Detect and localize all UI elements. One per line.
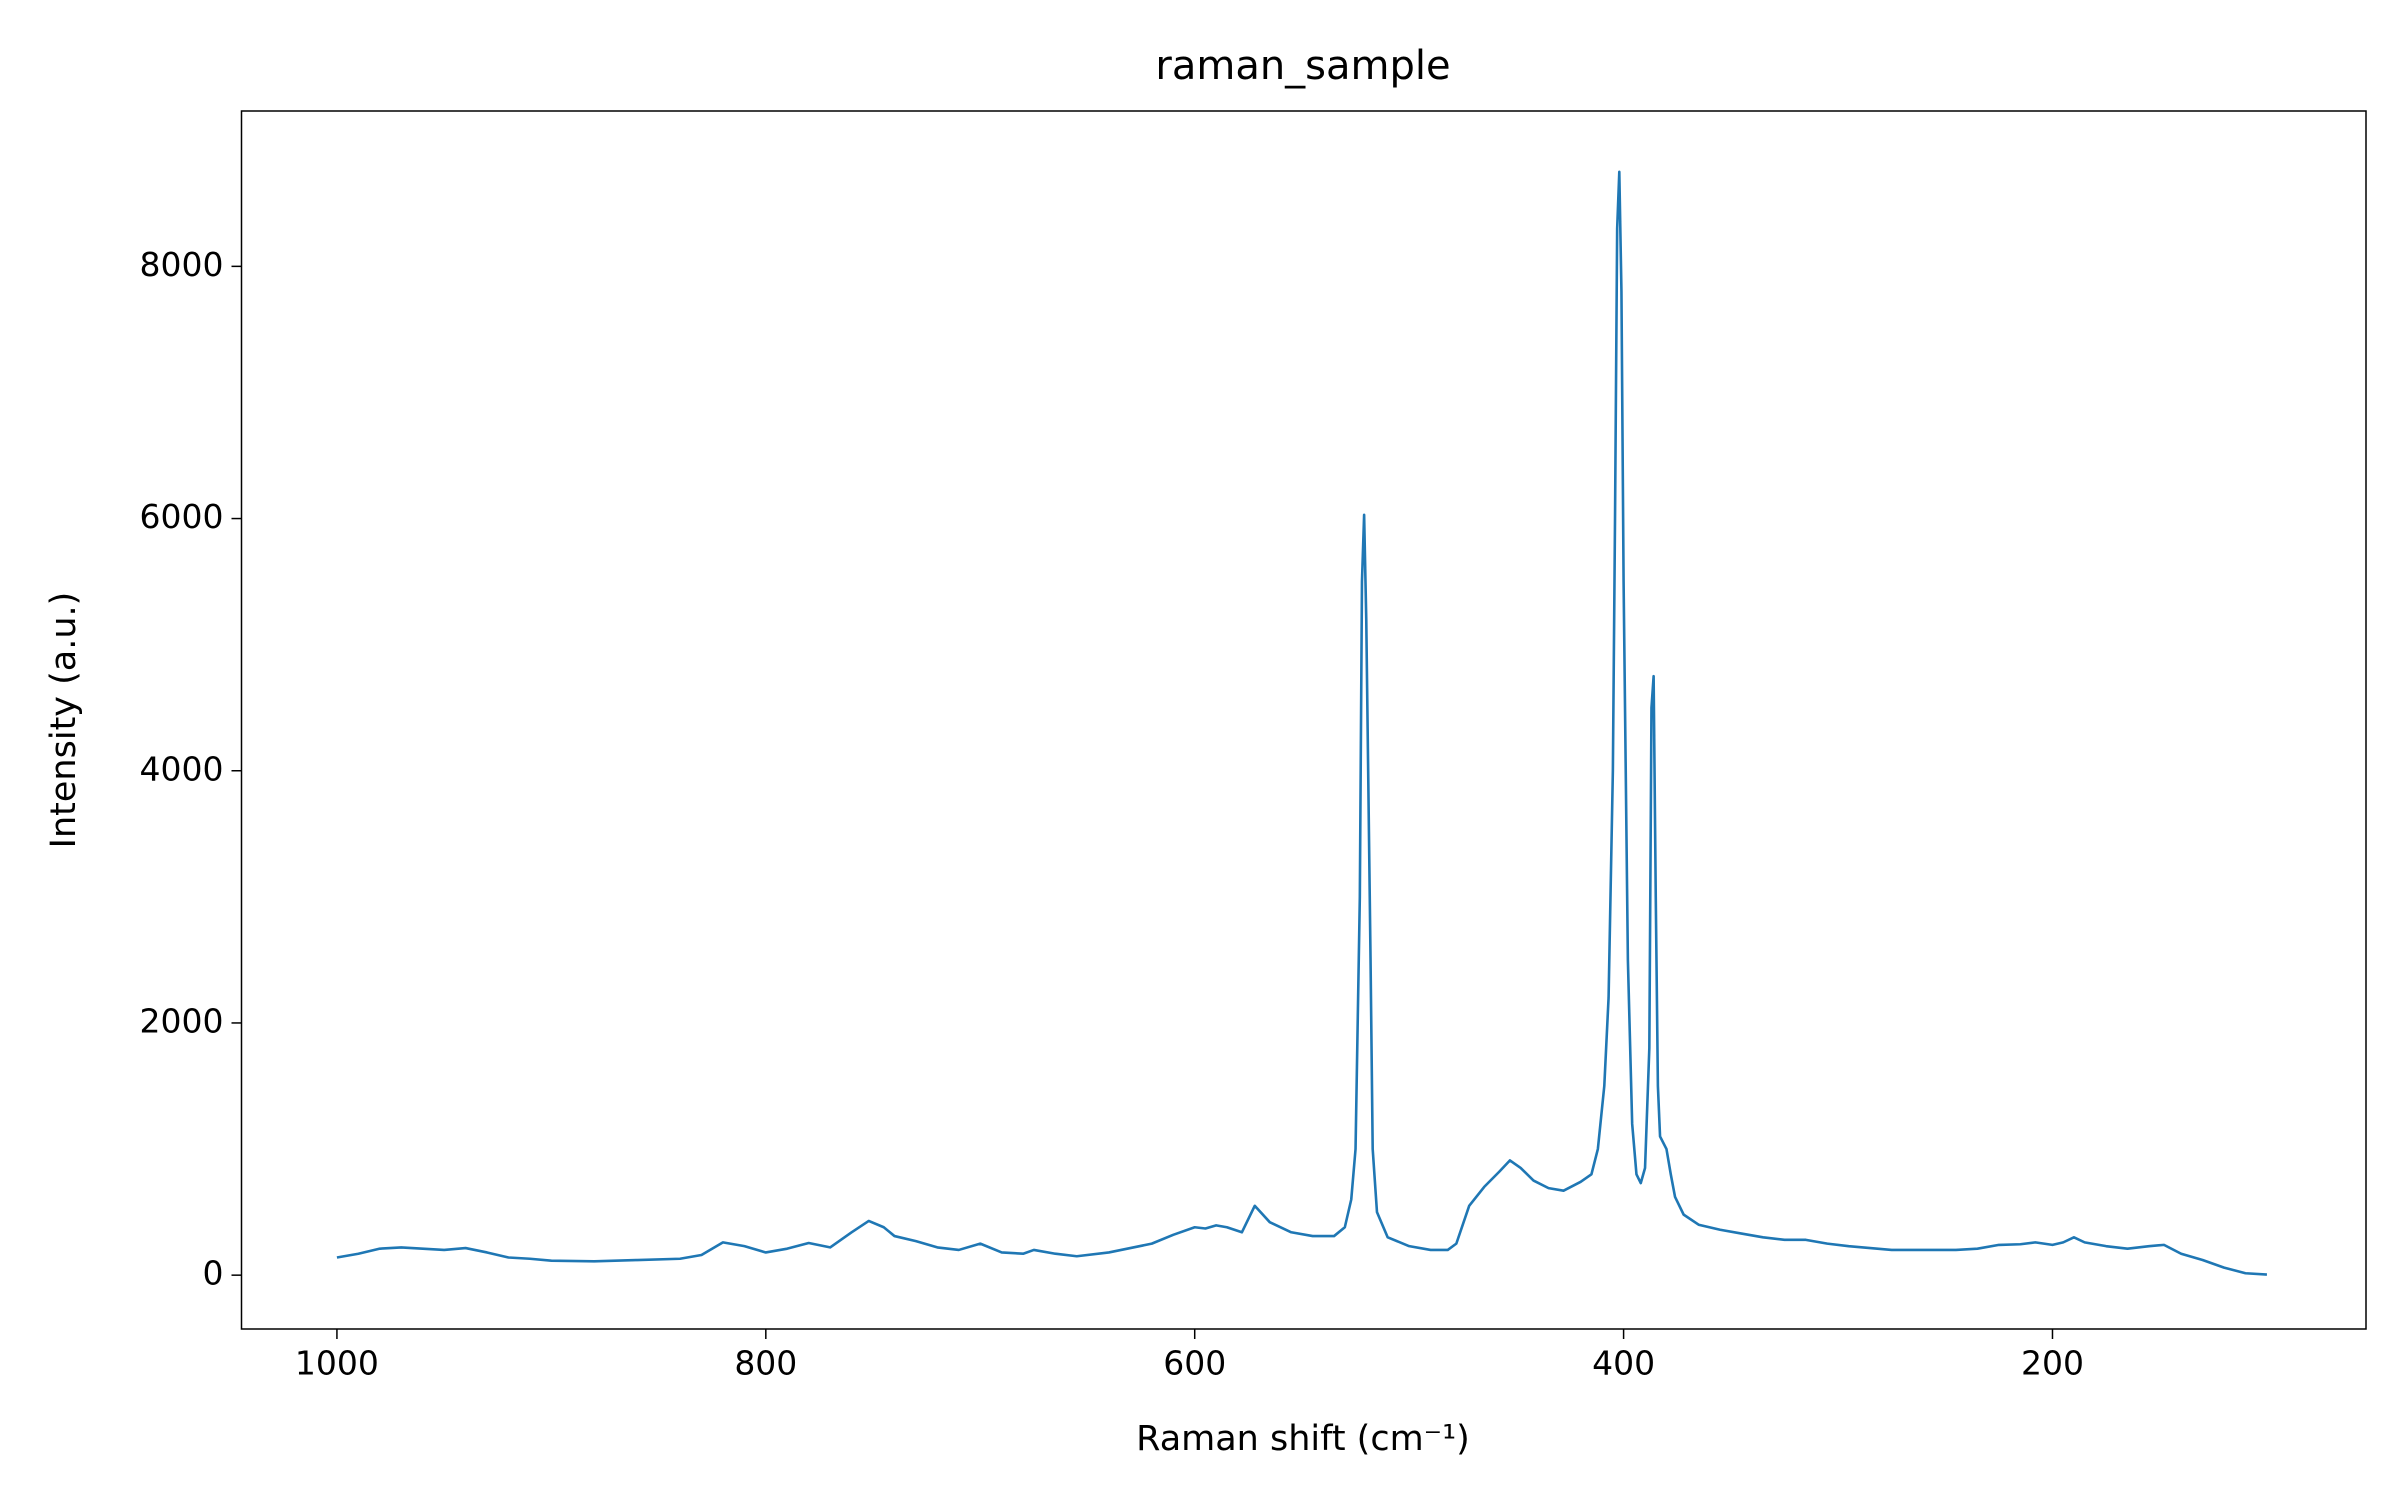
plot-frame xyxy=(240,110,2367,1330)
x-tick-label: 600 xyxy=(1163,1344,1226,1383)
y-axis-label: Intensity (a.u.) xyxy=(44,592,84,849)
line-series xyxy=(336,170,2268,1276)
y-tick-label: 2000 xyxy=(140,1001,224,1040)
x-axis-label: Raman shift (cm⁻¹) xyxy=(1136,1419,1470,1459)
y-tick-label: 6000 xyxy=(140,497,224,536)
y-tick-label: 4000 xyxy=(140,749,224,788)
chart-title: raman_sample xyxy=(1155,43,1450,89)
x-tick-label: 800 xyxy=(734,1344,797,1383)
x-tick-label: 1000 xyxy=(295,1344,379,1383)
x-tick-label: 200 xyxy=(2021,1344,2084,1383)
y-tick-label: 8000 xyxy=(140,245,224,284)
x-tick-label: 400 xyxy=(1592,1344,1655,1383)
y-tick-label: 0 xyxy=(203,1254,224,1293)
